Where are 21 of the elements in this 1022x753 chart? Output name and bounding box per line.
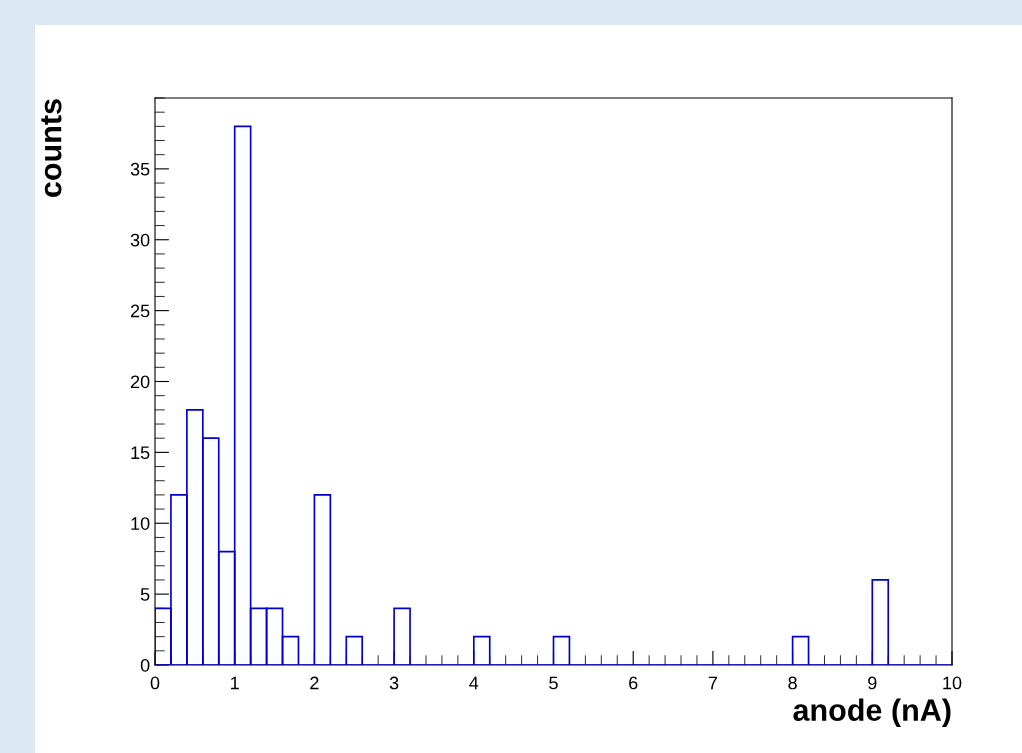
x-axis-title: anode (nA) (793, 698, 951, 727)
x-tick-label: 10 (943, 676, 962, 690)
x-tick-label: 4 (469, 676, 479, 690)
x-tick-label: 0 (150, 676, 160, 690)
x-tick-label: 9 (868, 676, 877, 690)
x-tick-label: 2 (310, 676, 319, 690)
y-axis-title: counts (41, 99, 62, 197)
x-tick-label: 1 (231, 676, 239, 690)
y-tick-label: 20 (130, 375, 150, 389)
x-tick-label: 6 (629, 676, 638, 690)
y-tick-label: 35 (130, 162, 150, 176)
x-tick-label: 3 (389, 676, 399, 690)
x-tick-label: 8 (788, 676, 797, 690)
y-tick-label: 0 (140, 658, 150, 672)
x-tick-label: 7 (708, 676, 718, 690)
y-tick-label: 25 (130, 304, 150, 318)
y-tick-label: 5 (140, 588, 150, 601)
y-tick-label: 10 (131, 517, 150, 530)
x-tick-label: 5 (549, 676, 558, 690)
y-tick-label: 30 (130, 233, 150, 247)
y-tick-label: 15 (131, 446, 150, 460)
